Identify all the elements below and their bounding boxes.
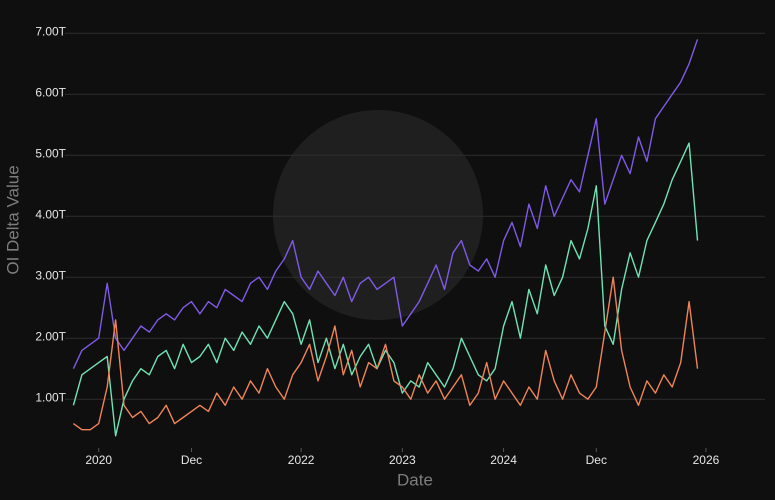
series-line xyxy=(72,276,699,431)
y-tick-label: 4.00T xyxy=(35,207,66,221)
y-axis-title: OI Delta Value xyxy=(3,165,22,274)
y-tick-label: 5.00T xyxy=(35,146,66,160)
x-tick-label: 2026 xyxy=(693,453,720,467)
x-axis-title: Date xyxy=(397,470,433,489)
x-tick-label: Dec xyxy=(181,453,202,467)
y-tick-label: 6.00T xyxy=(35,85,66,99)
y-tick-label: 3.00T xyxy=(35,268,66,282)
watermark xyxy=(273,110,483,320)
y-tick-label: 1.00T xyxy=(35,390,66,404)
y-tick-label: 7.00T xyxy=(35,24,66,38)
x-tick-label: Dec xyxy=(586,453,607,467)
x-tick-label: 2023 xyxy=(389,453,416,467)
series-line xyxy=(72,142,699,437)
x-tick-label: 2022 xyxy=(288,453,315,467)
x-tick-label: 2024 xyxy=(490,453,517,467)
series-line xyxy=(72,39,699,369)
x-tick-label: 2020 xyxy=(85,453,112,467)
y-tick-label: 2.00T xyxy=(35,329,66,343)
